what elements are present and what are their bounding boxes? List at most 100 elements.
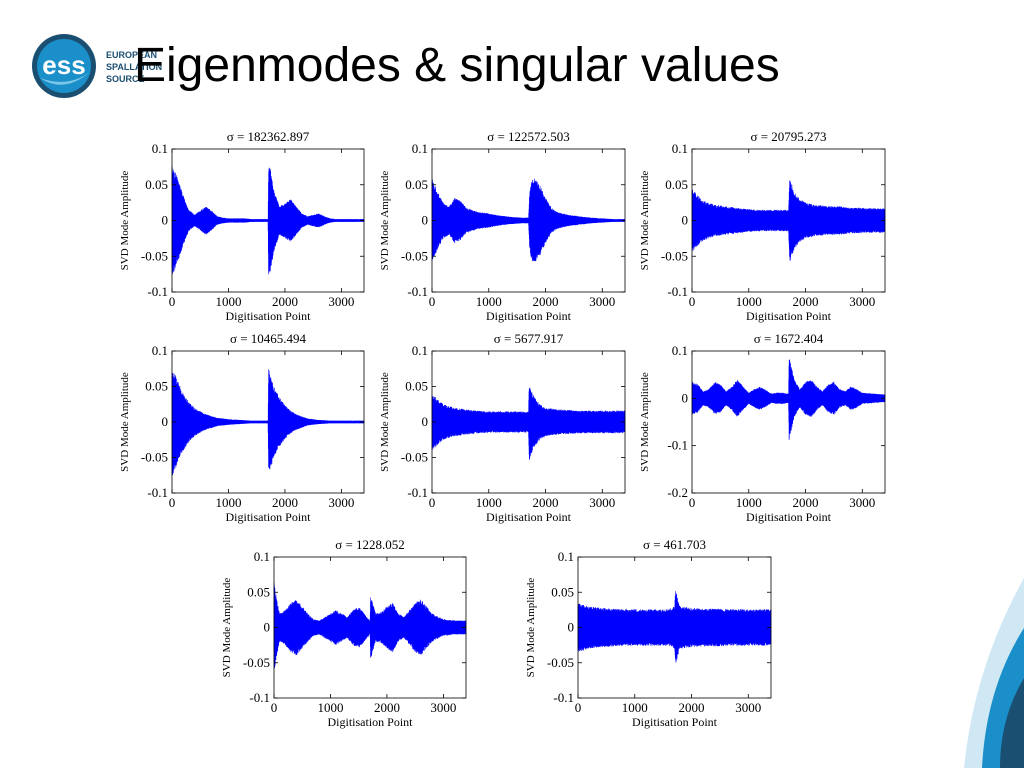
y-tick-label: 0.05 bbox=[145, 177, 168, 192]
x-axis-label: Digitisation Point bbox=[225, 510, 311, 524]
svd-mode-trace bbox=[691, 359, 886, 440]
y-tick-label: 0.1 bbox=[412, 141, 428, 156]
y-tick-label: 0.05 bbox=[247, 584, 270, 599]
corner-swoosh-decoration bbox=[964, 578, 1024, 768]
svd-mode-trace bbox=[577, 591, 772, 663]
x-tick-label: 2000 bbox=[793, 495, 819, 510]
y-tick-label: -0.05 bbox=[401, 450, 428, 465]
x-axis-label: Digitisation Point bbox=[327, 715, 413, 729]
x-tick-label: 3000 bbox=[328, 495, 354, 510]
x-tick-label: 1000 bbox=[476, 495, 502, 510]
y-tick-label: 0.1 bbox=[672, 343, 688, 358]
y-tick-label: 0.1 bbox=[152, 141, 168, 156]
y-tick-label: -0.05 bbox=[547, 655, 574, 670]
y-axis-label: SVD Mode Amplitude bbox=[221, 578, 233, 678]
x-tick-label: 0 bbox=[689, 495, 696, 510]
x-tick-label: 3000 bbox=[849, 495, 875, 510]
y-tick-label: 0.05 bbox=[405, 177, 428, 192]
y-axis-label: SVD Mode Amplitude bbox=[119, 372, 131, 472]
x-tick-label: 0 bbox=[271, 700, 278, 715]
chart-title: σ = 1672.404 bbox=[754, 331, 824, 346]
chart-title: σ = 5677.917 bbox=[494, 331, 564, 346]
chart-title: σ = 182362.897 bbox=[227, 129, 310, 144]
x-tick-label: 0 bbox=[429, 495, 436, 510]
slide-title: Eigenmodes & singular values bbox=[134, 39, 780, 92]
y-tick-label: 0 bbox=[568, 620, 575, 635]
y-tick-label: 0 bbox=[162, 213, 169, 228]
svd-mode-trace bbox=[431, 387, 626, 460]
chart-panel-7: σ = 1228.052 0 1000 2000 3000 0.1 0.05 0 -0.05 -0… bbox=[221, 537, 467, 729]
y-tick-label: -0.1 bbox=[553, 690, 574, 705]
chart-title: σ = 461.703 bbox=[643, 537, 706, 552]
x-tick-label: 2000 bbox=[272, 294, 298, 309]
x-tick-label: 0 bbox=[575, 700, 582, 715]
y-axis-label: SVD Mode Amplitude bbox=[119, 171, 131, 271]
y-tick-label: -0.1 bbox=[407, 485, 428, 500]
y-axis-label: SVD Mode Amplitude bbox=[379, 171, 391, 271]
y-tick-label: -0.05 bbox=[243, 655, 270, 670]
ess-logo-graphic: ess EUROPEAN SPALLATION SOURCE bbox=[32, 34, 162, 98]
svd-mode-trace bbox=[273, 582, 467, 669]
chart-panel-8: σ = 461.703 0 1000 2000 3000 0.1 0.05 0 -0.05 -0.… bbox=[525, 537, 772, 729]
x-axis-label: Digitisation Point bbox=[486, 510, 572, 524]
x-tick-label: 0 bbox=[169, 294, 176, 309]
y-tick-label: 0.1 bbox=[558, 549, 574, 564]
y-tick-label: -0.05 bbox=[401, 248, 428, 263]
x-tick-label: 2000 bbox=[793, 294, 819, 309]
y-tick-label: 0 bbox=[162, 414, 169, 429]
y-tick-label: -0.1 bbox=[407, 284, 428, 299]
logo-mark: ess bbox=[42, 50, 85, 80]
chart-panel-2: σ = 122572.503 0 1000 2000 3000 0.1 0.05 0 -0.05… bbox=[379, 129, 626, 323]
y-tick-label: 0.1 bbox=[672, 141, 688, 156]
svd-mode-trace bbox=[171, 166, 365, 275]
y-tick-label: -0.2 bbox=[667, 485, 688, 500]
y-tick-label: 0.1 bbox=[254, 549, 270, 564]
y-tick-label: -0.05 bbox=[141, 248, 168, 263]
y-tick-label: 0.05 bbox=[551, 584, 574, 599]
x-tick-label: 2000 bbox=[679, 700, 705, 715]
y-tick-label: 0 bbox=[264, 620, 271, 635]
x-tick-label: 1000 bbox=[622, 700, 648, 715]
x-tick-label: 3000 bbox=[589, 294, 615, 309]
logo-line-1: EUROPEAN bbox=[106, 50, 157, 60]
y-axis-label: SVD Mode Amplitude bbox=[379, 372, 391, 472]
x-tick-label: 3000 bbox=[589, 495, 615, 510]
x-tick-label: 3000 bbox=[735, 700, 761, 715]
x-axis-label: Digitisation Point bbox=[632, 715, 718, 729]
y-tick-label: 0.05 bbox=[145, 379, 168, 394]
y-tick-label: -0.1 bbox=[667, 438, 688, 453]
x-tick-label: 3000 bbox=[328, 294, 354, 309]
x-tick-label: 0 bbox=[169, 495, 176, 510]
chart-panel-3: σ = 20795.273 0 1000 2000 3000 0.1 0.05 0 -0.05 -… bbox=[639, 129, 886, 323]
chart-panel-4: σ = 10465.494 0 1000 2000 3000 0.1 0.05 0 -0.05 -… bbox=[119, 331, 365, 524]
x-tick-label: 2000 bbox=[533, 495, 559, 510]
x-axis-label: Digitisation Point bbox=[225, 309, 311, 323]
x-tick-label: 1000 bbox=[215, 294, 241, 309]
x-axis-label: Digitisation Point bbox=[746, 510, 832, 524]
chart-panel-1: σ = 182362.897 0 1000 2000 3000 0.1 0.05 0 -0.05… bbox=[119, 129, 365, 323]
ess-logo: ess EUROPEAN SPALLATION SOURCE bbox=[28, 32, 168, 104]
x-tick-label: 0 bbox=[689, 294, 696, 309]
x-tick-label: 2000 bbox=[272, 495, 298, 510]
chart-panel-5: σ = 5677.917 0 1000 2000 3000 0.1 0.05 0 -0.05 -0… bbox=[379, 331, 626, 524]
x-tick-label: 1000 bbox=[736, 495, 762, 510]
y-tick-label: -0.05 bbox=[141, 450, 168, 465]
chart-panel-6: σ = 1672.404 0 1000 2000 3000 0.1 0 -0.1 -0.2 Dig… bbox=[639, 331, 886, 524]
x-tick-label: 3000 bbox=[430, 700, 456, 715]
y-tick-label: -0.1 bbox=[147, 284, 168, 299]
y-tick-label: 0.1 bbox=[152, 343, 168, 358]
chart-title: σ = 1228.052 bbox=[335, 537, 405, 552]
y-tick-label: 0.05 bbox=[405, 379, 428, 394]
svd-mode-trace bbox=[431, 178, 626, 262]
plot-frame bbox=[691, 350, 886, 494]
chart-title: σ = 20795.273 bbox=[750, 129, 826, 144]
chart-title: σ = 122572.503 bbox=[487, 129, 570, 144]
svd-mode-trace bbox=[171, 369, 365, 476]
y-axis-label: SVD Mode Amplitude bbox=[525, 578, 537, 678]
y-tick-label: 0 bbox=[682, 390, 689, 405]
y-tick-label: 0 bbox=[422, 414, 429, 429]
svd-mode-trace bbox=[691, 180, 886, 261]
logo-line-2: SPALLATION bbox=[106, 62, 162, 72]
y-tick-label: -0.05 bbox=[661, 248, 688, 263]
x-tick-label: 1000 bbox=[317, 700, 343, 715]
